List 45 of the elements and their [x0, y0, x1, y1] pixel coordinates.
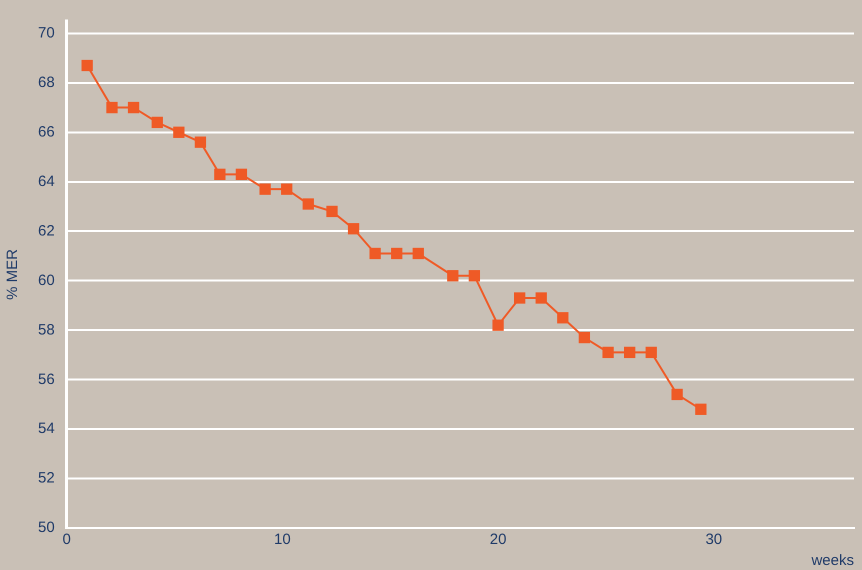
point	[173, 126, 185, 138]
point	[412, 248, 424, 260]
point	[302, 198, 314, 210]
y-axis-title: % MER	[4, 248, 22, 300]
point	[106, 102, 118, 114]
y-tick-label: 54	[38, 420, 55, 438]
point	[536, 292, 547, 304]
point	[557, 312, 568, 324]
y-tick-label: 62	[38, 222, 55, 240]
point	[514, 292, 526, 304]
point	[326, 206, 338, 218]
y-tick-label: 50	[38, 519, 55, 536]
point	[281, 184, 292, 195]
point	[695, 404, 707, 415]
point	[369, 248, 381, 260]
y-tick-label: 64	[38, 172, 55, 190]
point	[602, 346, 614, 358]
point	[646, 346, 657, 358]
point	[214, 168, 226, 180]
y-tick-label: 66	[38, 123, 55, 140]
y-tick-label: 68	[38, 74, 55, 91]
point	[624, 346, 636, 358]
point	[492, 320, 504, 331]
point	[236, 168, 248, 180]
x-tick-label: 0	[62, 531, 71, 548]
point	[447, 270, 458, 282]
y-tick-label: 58	[38, 321, 55, 338]
point	[468, 270, 480, 282]
x-tick-label: 20	[490, 531, 506, 548]
point	[578, 332, 590, 344]
y-tick-label: 60	[38, 272, 55, 289]
x-tick-label: 10	[274, 531, 291, 548]
point	[82, 60, 93, 72]
point	[152, 116, 163, 128]
point	[259, 184, 271, 195]
point	[348, 223, 360, 234]
y-tick-label: 70	[38, 24, 55, 42]
x-tick-label: 30	[705, 531, 722, 548]
point	[128, 102, 140, 114]
y-tick-label: 52	[38, 470, 55, 487]
point	[391, 248, 402, 260]
point	[671, 388, 683, 400]
point	[194, 136, 206, 148]
x-axis-title: weeks	[810, 552, 854, 570]
y-tick-label: 56	[38, 370, 55, 388]
